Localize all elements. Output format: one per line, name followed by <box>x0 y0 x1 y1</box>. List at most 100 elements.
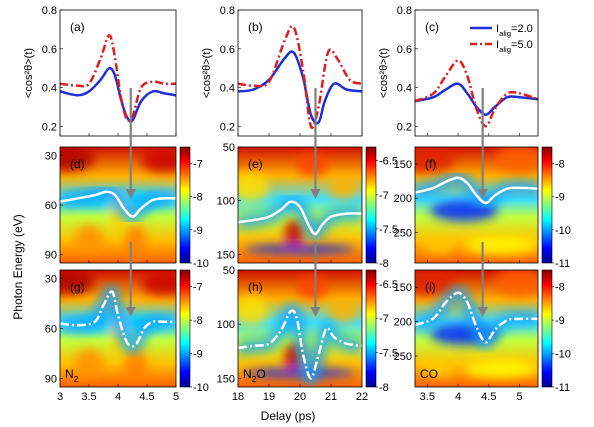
x-tick-label: 21 <box>325 391 337 403</box>
x-tick-label: 3 <box>57 391 63 403</box>
heatmap-blob <box>244 244 356 254</box>
white-curve <box>415 291 538 344</box>
colorbar-tick-label: -7.5 <box>379 224 398 236</box>
heatmap-f <box>415 147 538 263</box>
heatmap-blob <box>296 152 328 176</box>
y-tick-label: 150 <box>217 249 235 261</box>
colorbar <box>365 269 377 388</box>
colorbar <box>179 269 191 388</box>
panel-label: (d) <box>70 157 85 171</box>
heatmap-blob <box>238 173 269 203</box>
colorbar-tick-label: -8 <box>193 315 203 327</box>
heatmap-blob <box>141 272 176 296</box>
colorbar-tick-label: -9 <box>555 192 565 204</box>
panel-label: (i) <box>425 280 436 294</box>
heatmap-blob <box>238 296 269 326</box>
panel-label: (e) <box>248 157 263 171</box>
x-tick-label: 4.5 <box>481 391 496 403</box>
y-tick-label: 200 <box>394 317 412 329</box>
molecule-label: N2 <box>65 367 79 384</box>
heatmap-blob <box>141 149 176 173</box>
colorbar-tick-label: -8 <box>193 192 203 204</box>
heatmap-blob <box>244 368 356 378</box>
x-tick-label: 5 <box>173 391 179 403</box>
panel-a: 0.2 0.4 0.6 0.8 (a) <box>42 5 177 137</box>
heatmap-blob <box>327 299 359 323</box>
panel-c: 0.2 0.4 0.6 0.8 (c) <box>397 5 539 137</box>
delay-arrow-head <box>125 307 136 317</box>
white-curve <box>238 200 362 236</box>
y-tick-label: 50 <box>223 142 235 154</box>
delay-arrow-head <box>310 189 321 199</box>
y-tick-label: 0.8 <box>42 5 57 17</box>
y-tick-label: 0.8 <box>397 5 412 17</box>
y-tick-label: 60 <box>45 324 57 336</box>
panel-f: -8 -9 -10 -11 150 200 250 (f) <box>394 146 571 270</box>
series-line <box>60 33 176 122</box>
heatmap-blob <box>74 348 104 379</box>
y-tick-label: 0.6 <box>220 44 235 56</box>
heatmap-blob <box>60 147 95 172</box>
panel-label: (f) <box>425 157 436 171</box>
heatmap-blob <box>494 270 538 297</box>
x-tick-label: 4 <box>115 391 121 403</box>
y-tick-label: 150 <box>217 373 235 385</box>
panel-label: (a) <box>70 20 85 34</box>
x-tick-label: 5 <box>516 391 522 403</box>
molecule-label: CO <box>420 367 438 381</box>
colorbar-tick-label: -8 <box>379 382 389 394</box>
heatmap-blob <box>123 224 147 260</box>
y-tick-label: 0.2 <box>42 121 57 133</box>
y-tick-label: 0.8 <box>220 5 235 17</box>
y-tick-label: 60 <box>45 200 57 212</box>
colorbar-tick-label: -8 <box>555 282 565 294</box>
heatmap-blob <box>296 275 328 300</box>
heatmap-blobs <box>238 152 359 254</box>
heatmap-g <box>60 270 176 387</box>
white-curve <box>415 176 538 205</box>
y-tick-label: 250 <box>394 351 412 363</box>
white-curve <box>238 309 362 380</box>
molecule-label: N2O <box>243 367 266 384</box>
colorbar-tick-label: -10 <box>193 382 209 394</box>
colorbar-tick-label: -8 <box>379 258 389 270</box>
legend-label: Ialig=2.0 <box>496 23 533 38</box>
panel-label: (g) <box>70 280 85 294</box>
plot-background <box>238 10 362 136</box>
heatmap-blob <box>464 236 538 255</box>
heatmap-blob <box>284 219 304 249</box>
y-tick-label: 50 <box>223 265 235 277</box>
delay-arrow-head <box>477 189 488 199</box>
white-curve <box>60 190 176 218</box>
panel-frame <box>414 146 539 264</box>
heatmap-blob <box>60 270 95 295</box>
x-tick-label: 4 <box>455 391 461 403</box>
x-tick-label: 19 <box>263 391 275 403</box>
panel-i: -8 -9 -10 -11 150 200 250 3.5 4 4.5 5 (i) CO <box>394 269 571 403</box>
heatmap-blob <box>74 225 104 255</box>
series-line <box>415 59 538 128</box>
heatmap-blob <box>123 348 147 384</box>
heatmap-blob <box>424 238 455 253</box>
x-tick-label: 3.5 <box>81 391 96 403</box>
arrow-layer <box>125 88 488 317</box>
y-tick-label: 0.4 <box>220 83 235 95</box>
y-tick-label: 0.4 <box>42 83 57 95</box>
y-axis-label-energy: Photon Energy (eV) <box>11 214 25 319</box>
delay-arrow-head <box>477 307 488 317</box>
y-tick-label: 0.6 <box>397 44 412 56</box>
colorbar-tick-label: -7 <box>379 190 389 202</box>
panel-label: (h) <box>248 280 263 294</box>
y-tick-label: 30 <box>45 273 57 285</box>
colorbar <box>365 146 377 264</box>
x-tick-label: 20 <box>294 391 306 403</box>
y-tick-label: 0.2 <box>397 121 412 133</box>
y-tick-label: 100 <box>217 319 235 331</box>
colorbar-tick-label: -7 <box>193 282 203 294</box>
y-tick-label: 90 <box>45 250 57 262</box>
heatmap-d <box>60 147 176 263</box>
y-axis-label-cos2: <cos²θ>(t) <box>378 48 390 98</box>
x-tick-label: 18 <box>232 391 244 403</box>
y-tick-label: 250 <box>394 227 412 239</box>
x-tick-label: 22 <box>356 391 368 403</box>
